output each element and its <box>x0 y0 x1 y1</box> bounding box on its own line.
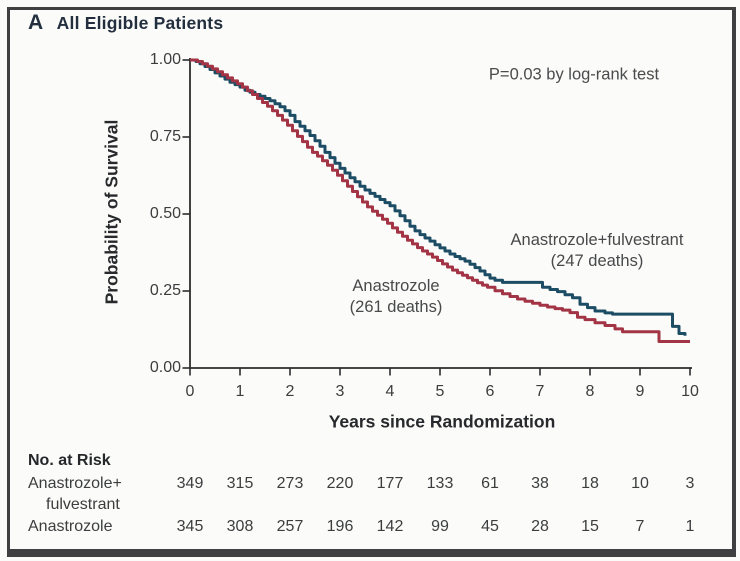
risk-row-label-anastrozole-fulvestrant-line1: Anastrozole+ <box>28 475 122 492</box>
risk-count: 345 <box>176 518 204 535</box>
series-label-deaths: (247 deaths) <box>550 252 644 270</box>
risk-count: 196 <box>326 518 354 535</box>
series-label-anastrozole: Anastrozole (261 deaths) <box>350 276 443 318</box>
risk-count: 142 <box>376 518 404 535</box>
x-tick-label: 10 <box>681 383 699 400</box>
risk-count: 308 <box>226 518 254 535</box>
series-label-name: Anastrozole <box>352 277 440 295</box>
x-tick-label: 8 <box>585 383 595 400</box>
survival-curve-anastrozole <box>190 58 690 343</box>
x-tick-label: 2 <box>285 383 295 400</box>
risk-count: 10 <box>631 475 649 492</box>
risk-table-heading: No. at Risk <box>28 452 111 469</box>
x-tick-label: 7 <box>535 383 545 400</box>
axes <box>189 58 692 369</box>
p-value-annotation: P=0.03 by log-rank test <box>488 65 660 84</box>
y-tick-label: 0.75 <box>149 128 181 145</box>
risk-count: 177 <box>376 475 404 492</box>
panel-title-text: All Eligible Patients <box>56 13 224 33</box>
panel-title: A All Eligible Patients <box>28 11 223 35</box>
series-label-deaths: (261 deaths) <box>349 298 443 316</box>
risk-count: 38 <box>531 475 549 492</box>
risk-row-label-anastrozole-fulvestrant-line2: fulvestrant <box>46 496 120 513</box>
risk-count: 18 <box>581 475 599 492</box>
risk-count: 3 <box>685 475 695 492</box>
x-tick-label: 3 <box>335 383 345 400</box>
risk-count: 28 <box>531 518 549 535</box>
risk-count: 61 <box>481 475 499 492</box>
series-label-anastrozole-fulvestrant: Anastrozole+fulvestrant (247 deaths) <box>511 230 684 272</box>
x-axis-title: Years since Randomization <box>328 411 556 432</box>
x-tick-label: 5 <box>435 383 445 400</box>
y-tick-label: 0.00 <box>149 359 181 376</box>
x-tick-label: 6 <box>485 383 495 400</box>
risk-count: 273 <box>276 475 304 492</box>
risk-count: 99 <box>431 518 449 535</box>
y-axis-title: Probability of Survival <box>101 119 122 305</box>
risk-row-label-anastrozole: Anastrozole <box>28 518 113 535</box>
x-tick-label: 9 <box>635 383 645 400</box>
risk-count: 349 <box>176 475 204 492</box>
risk-count: 15 <box>581 518 599 535</box>
risk-count: 220 <box>326 475 354 492</box>
y-tick-label: 0.25 <box>149 282 181 299</box>
y-tick-label: 1.00 <box>149 51 181 68</box>
risk-count: 315 <box>226 475 254 492</box>
x-tick-label: 0 <box>185 383 195 400</box>
x-tick-label: 4 <box>385 383 395 400</box>
risk-count: 133 <box>426 475 454 492</box>
series-label-name: Anastrozole+fulvestrant <box>510 231 684 249</box>
risk-count: 45 <box>481 518 499 535</box>
y-tick-label: 0.50 <box>149 205 181 222</box>
panel-letter: A <box>28 11 44 34</box>
risk-count: 257 <box>276 518 304 535</box>
risk-count: 1 <box>685 518 695 535</box>
risk-count: 7 <box>635 518 645 535</box>
x-tick-label: 1 <box>235 383 245 400</box>
